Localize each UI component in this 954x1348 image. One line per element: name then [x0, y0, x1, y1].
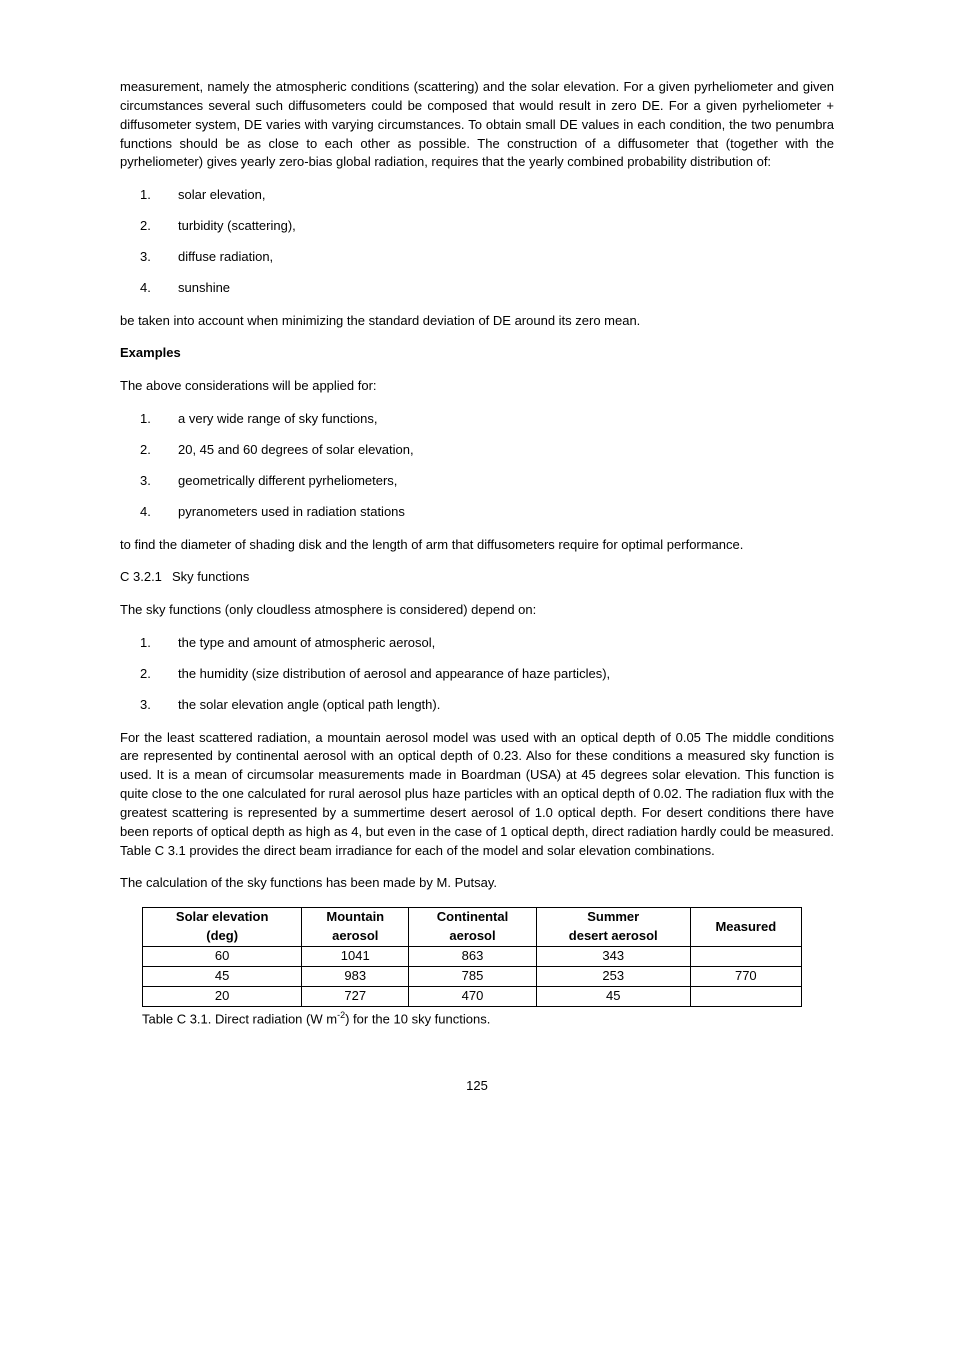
table-cell: 770 [690, 966, 801, 986]
list-number: 3. [140, 248, 170, 267]
examples-heading: Examples [120, 344, 834, 363]
table-row: 45 983 785 253 770 [143, 966, 802, 986]
table-cell: 863 [409, 947, 537, 967]
table-row: 60 1041 863 343 [143, 947, 802, 967]
table-cell: 20 [143, 986, 302, 1006]
table-cell [690, 986, 801, 1006]
sky-depends-list: 1. the type and amount of atmospheric aer… [120, 634, 834, 715]
list-item: 1.solar elevation, [178, 186, 834, 205]
list-item: 4.sunshine [178, 279, 834, 298]
table-cell: 60 [143, 947, 302, 967]
caption-superscript: -2 [337, 1010, 345, 1020]
probability-list: 1.solar elevation, 2.turbidity (scatteri… [120, 186, 834, 297]
table-cell [690, 947, 801, 967]
list-text: a very wide range of sky functions, [178, 411, 377, 426]
list-item: 4.pyranometers used in radiation station… [178, 503, 834, 522]
caption-pre: Table C 3.1. Direct radiation (W m [142, 1011, 337, 1026]
table-cell: 470 [409, 986, 537, 1006]
column-header-mountain: Mountainaerosol [302, 908, 409, 947]
list-text: the solar elevation angle (optical path … [178, 697, 440, 712]
examples-list: 1.a very wide range of sky functions, 2.… [120, 410, 834, 521]
list-item: 3.geometrically different pyrheliometers… [178, 472, 834, 491]
list-item: 2.turbidity (scattering), [178, 217, 834, 236]
list-number: 4. [140, 279, 170, 298]
column-header-continental: Continentalaerosol [409, 908, 537, 947]
table-cell: 45 [536, 986, 690, 1006]
table-cell: 343 [536, 947, 690, 967]
section-title: Sky functions [172, 569, 249, 584]
table-cell: 45 [143, 966, 302, 986]
list-item: 1.a very wide range of sky functions, [178, 410, 834, 429]
sky-intro: The sky functions (only cloudless atmosp… [120, 601, 834, 620]
list-text: geometrically different pyrheliometers, [178, 473, 397, 488]
direct-radiation-table: Solar elevation(deg) Mountainaerosol Con… [142, 907, 802, 1006]
list-item: 3.diffuse radiation, [178, 248, 834, 267]
list-item: 2.the humidity (size distribution of aer… [178, 665, 834, 684]
column-header-measured: Measured [690, 908, 801, 947]
list-number: 2. [140, 217, 170, 236]
table-cell: 253 [536, 966, 690, 986]
table-caption: Table C 3.1. Direct radiation (W m-2) fo… [142, 1009, 834, 1029]
list-number: 4. [140, 503, 170, 522]
after-list1-paragraph: be taken into account when minimizing th… [120, 312, 834, 331]
list-text: pyranometers used in radiation stations [178, 504, 405, 519]
list-text: the type and amount of atmospheric aeros… [178, 635, 435, 650]
after-list2-paragraph: to find the diameter of shading disk and… [120, 536, 834, 555]
section-heading: C 3.2.1Sky functions [120, 568, 834, 587]
table-cell: 1041 [302, 947, 409, 967]
intro-paragraph: measurement, namely the atmospheric cond… [120, 78, 834, 172]
table-cell: 983 [302, 966, 409, 986]
list-number: 1. [140, 410, 170, 429]
list-number: 2. [140, 441, 170, 460]
list-text: turbidity (scattering), [178, 218, 296, 233]
list-item: 2.20, 45 and 60 degrees of solar elevati… [178, 441, 834, 460]
list-text: diffuse radiation, [178, 249, 273, 264]
sky-paragraph: For the least scattered radiation, a mou… [120, 729, 834, 861]
page-number: 125 [120, 1077, 834, 1096]
list-number: 1. [140, 186, 170, 205]
table-header-row: Solar elevation(deg) Mountainaerosol Con… [143, 908, 802, 947]
table-row: 20 727 470 45 [143, 986, 802, 1006]
list-text: sunshine [178, 280, 230, 295]
list-number: 2. [140, 665, 170, 684]
list-number: 1. [140, 634, 170, 653]
list-number: 3. [140, 696, 170, 715]
list-item: 3.the solar elevation angle (optical pat… [178, 696, 834, 715]
list-text: 20, 45 and 60 degrees of solar elevation… [178, 442, 414, 457]
list-number: 3. [140, 472, 170, 491]
section-number: C 3.2.1 [120, 568, 172, 587]
column-header-desert: Summerdesert aerosol [536, 908, 690, 947]
list-text: the humidity (size distribution of aeros… [178, 666, 610, 681]
calculation-paragraph: The calculation of the sky functions has… [120, 874, 834, 893]
list-item: 1.the type and amount of atmospheric aer… [178, 634, 834, 653]
list-text: solar elevation, [178, 187, 265, 202]
column-header-elevation: Solar elevation(deg) [143, 908, 302, 947]
table-cell: 727 [302, 986, 409, 1006]
caption-post: ) for the 10 sky functions. [345, 1011, 490, 1026]
table-cell: 785 [409, 966, 537, 986]
examples-intro: The above considerations will be applied… [120, 377, 834, 396]
document-page: measurement, namely the atmospheric cond… [0, 0, 954, 1348]
